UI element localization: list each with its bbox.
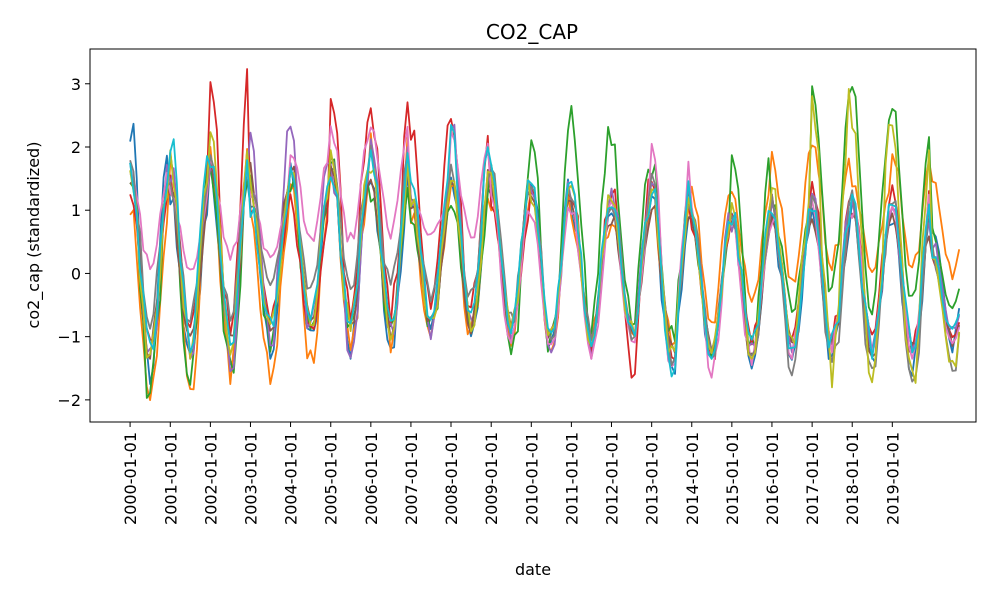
x-tick-label: 2015-01-01	[723, 432, 742, 525]
x-tick-label: 2001-01-01	[161, 432, 180, 525]
x-tick-label: 2014-01-01	[683, 432, 702, 525]
y-tick-label: 0	[71, 264, 81, 283]
y-tick-label: −1	[57, 328, 81, 347]
x-tick-label: 2013-01-01	[643, 432, 662, 525]
y-tick-label: 1	[71, 201, 81, 220]
x-tick-label: 2002-01-01	[201, 432, 220, 525]
x-tick-label: 2005-01-01	[322, 432, 341, 525]
x-tick-label: 2018-01-01	[843, 432, 862, 525]
x-tick-label: 2006-01-01	[362, 432, 381, 525]
series-line-10	[129, 124, 961, 378]
x-tick-label: 2000-01-01	[121, 432, 140, 525]
x-tick-label: 2012-01-01	[602, 432, 621, 525]
y-tick-label: 2	[71, 138, 81, 157]
x-tick-label: 2007-01-01	[402, 432, 421, 525]
y-tick-label: 3	[71, 75, 81, 94]
series-layer	[129, 68, 961, 402]
y-axis-label: co2_cap (standardized)	[24, 142, 44, 329]
x-tick-label: 2008-01-01	[442, 432, 461, 525]
y-tick-label: −2	[57, 391, 81, 410]
x-tick-label: 2003-01-01	[241, 432, 260, 525]
x-axis: 2000-01-01 2001-01-01 2002-01-01 2003-01-01…	[121, 422, 902, 525]
x-tick-label: 2016-01-01	[763, 432, 782, 525]
y-axis: −2 −1 0 1 2 3	[57, 75, 90, 410]
chart-title: CO2_CAP	[486, 20, 578, 44]
x-tick-label: 2004-01-01	[282, 432, 301, 525]
plot-frame	[89, 48, 977, 423]
x-tick-label: 2011-01-01	[562, 432, 581, 525]
x-axis-label: date	[515, 560, 551, 579]
x-tick-label: 2017-01-01	[803, 432, 822, 525]
x-tick-label: 2010-01-01	[522, 432, 541, 525]
x-tick-label: 2019-01-01	[883, 432, 902, 525]
x-tick-label: 2009-01-01	[482, 432, 501, 525]
